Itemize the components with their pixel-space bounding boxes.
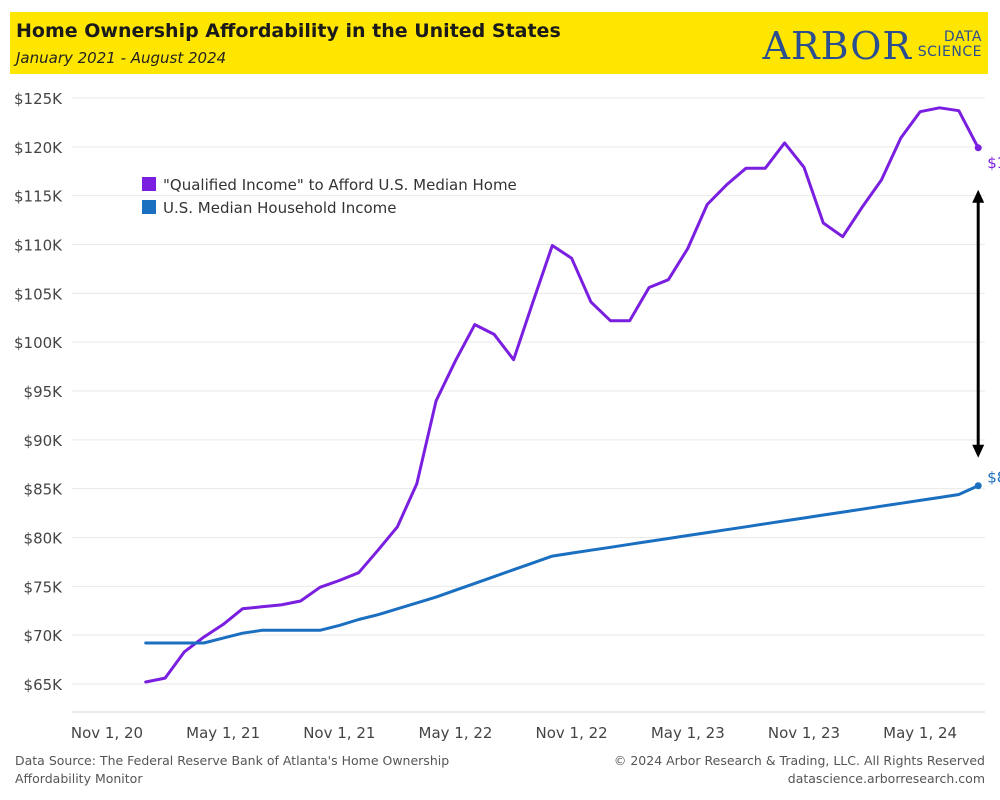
legend-label: U.S. Median Household Income: [163, 199, 396, 217]
y-tick-label: $120K: [14, 139, 63, 157]
gridlines: [72, 97, 985, 685]
x-tick-label: May 1, 24: [883, 724, 957, 742]
x-tick-label: May 1, 21: [186, 724, 260, 742]
logo-sub-science: SCIENCE: [917, 44, 982, 60]
y-tick-label: $75K: [24, 578, 64, 596]
median-income-end-label: $85.3K: [987, 469, 1000, 487]
y-tick-label: $65K: [24, 676, 64, 694]
x-tick-label: Nov 1, 21: [303, 724, 375, 742]
y-tick-label: $110K: [14, 237, 63, 255]
gap-arrow-head-down: [972, 444, 985, 458]
legend: "Qualified Income" to Afford U.S. Median…: [142, 176, 517, 217]
chart-title: Home Ownership Affordability in the Unit…: [16, 20, 561, 42]
legend-label: "Qualified Income" to Afford U.S. Median…: [163, 176, 517, 194]
data-source-note: Data Source: The Federal Reserve Bank of…: [15, 753, 450, 786]
gap-arrow-head-up: [972, 189, 985, 203]
legend-swatch: [142, 200, 156, 214]
qualified-income-line: [144, 106, 980, 684]
y-tick-label: $125K: [14, 90, 63, 108]
website-text: datascience.arborresearch.com: [787, 771, 985, 786]
y-tick-label: $80K: [24, 530, 64, 548]
gap-arrow: [972, 189, 985, 458]
qualified-income-end-point: [974, 144, 982, 152]
copyright-text: © 2024 Arbor Research & Trading, LLC. Al…: [613, 753, 985, 768]
x-tick-label: Nov 1, 20: [71, 724, 143, 742]
footer-right: © 2024 Arbor Research & Trading, LLC. Al…: [614, 752, 985, 788]
chart-subtitle: January 2021 - August 2024: [16, 49, 227, 67]
median-income-end-point: [974, 482, 982, 490]
y-tick-label: $85K: [24, 481, 64, 499]
header-banner: Home Ownership Affordability in the Unit…: [10, 12, 988, 74]
arbor-logo: ARBOR DATA SCIENCE: [763, 24, 982, 66]
logo-sub-data: DATA: [943, 29, 982, 45]
y-tick-label: $90K: [24, 432, 64, 450]
y-tick-label: $115K: [14, 188, 63, 206]
logo-wordmark: ARBOR: [762, 24, 912, 68]
qualified-income-end-label: $119.9K: [987, 154, 1000, 172]
y-tick-label: $105K: [14, 285, 63, 303]
x-tick-label: Nov 1, 22: [536, 724, 608, 742]
y-tick-label: $70K: [24, 627, 64, 645]
median-income-line: [144, 484, 980, 645]
x-tick-label: May 1, 22: [419, 724, 493, 742]
x-tick-label: May 1, 23: [651, 724, 725, 742]
y-tick-label: $100K: [14, 334, 63, 352]
y-tick-label: $95K: [24, 383, 64, 401]
x-tick-label: Nov 1, 23: [768, 724, 840, 742]
legend-swatch: [142, 177, 156, 191]
